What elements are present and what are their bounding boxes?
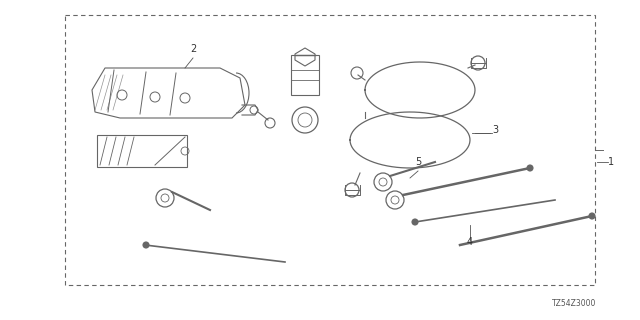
Text: 5: 5 xyxy=(415,157,421,167)
Text: TZ54Z3000: TZ54Z3000 xyxy=(552,299,596,308)
Circle shape xyxy=(143,242,149,248)
Circle shape xyxy=(589,213,595,219)
Bar xyxy=(97,135,187,167)
Text: 2: 2 xyxy=(190,44,196,54)
Text: 3: 3 xyxy=(492,125,498,135)
Text: 1: 1 xyxy=(608,157,614,167)
Bar xyxy=(291,55,319,95)
Circle shape xyxy=(412,219,418,225)
Circle shape xyxy=(527,165,533,171)
Text: 4: 4 xyxy=(467,237,473,247)
Bar xyxy=(65,15,595,285)
